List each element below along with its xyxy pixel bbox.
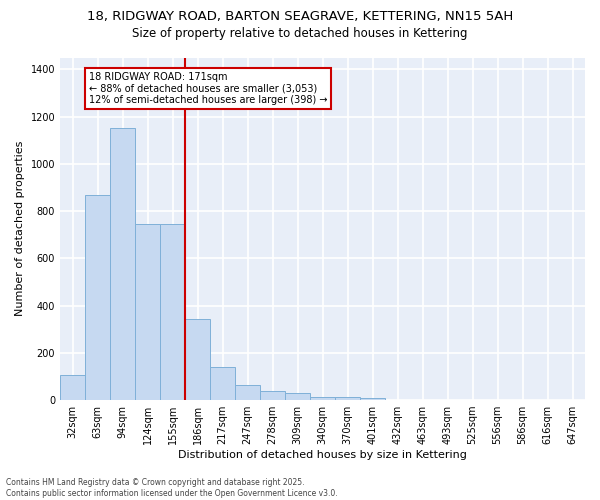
Bar	[235, 384, 260, 400]
Bar	[260, 391, 285, 400]
Y-axis label: Number of detached properties: Number of detached properties	[15, 141, 25, 316]
Bar	[160, 224, 185, 400]
Bar	[85, 195, 110, 400]
Text: 18, RIDGWAY ROAD, BARTON SEAGRAVE, KETTERING, NN15 5AH: 18, RIDGWAY ROAD, BARTON SEAGRAVE, KETTE…	[87, 10, 513, 23]
Bar	[135, 224, 160, 400]
Bar	[185, 318, 210, 400]
Bar	[310, 396, 335, 400]
Text: 18 RIDGWAY ROAD: 171sqm
← 88% of detached houses are smaller (3,053)
12% of semi: 18 RIDGWAY ROAD: 171sqm ← 88% of detache…	[89, 72, 327, 105]
Bar	[285, 394, 310, 400]
Bar	[360, 398, 385, 400]
Bar	[210, 367, 235, 400]
Text: Size of property relative to detached houses in Kettering: Size of property relative to detached ho…	[132, 28, 468, 40]
Text: Contains HM Land Registry data © Crown copyright and database right 2025.
Contai: Contains HM Land Registry data © Crown c…	[6, 478, 338, 498]
Bar	[335, 396, 360, 400]
Bar	[60, 375, 85, 400]
X-axis label: Distribution of detached houses by size in Kettering: Distribution of detached houses by size …	[178, 450, 467, 460]
Bar	[110, 128, 135, 400]
